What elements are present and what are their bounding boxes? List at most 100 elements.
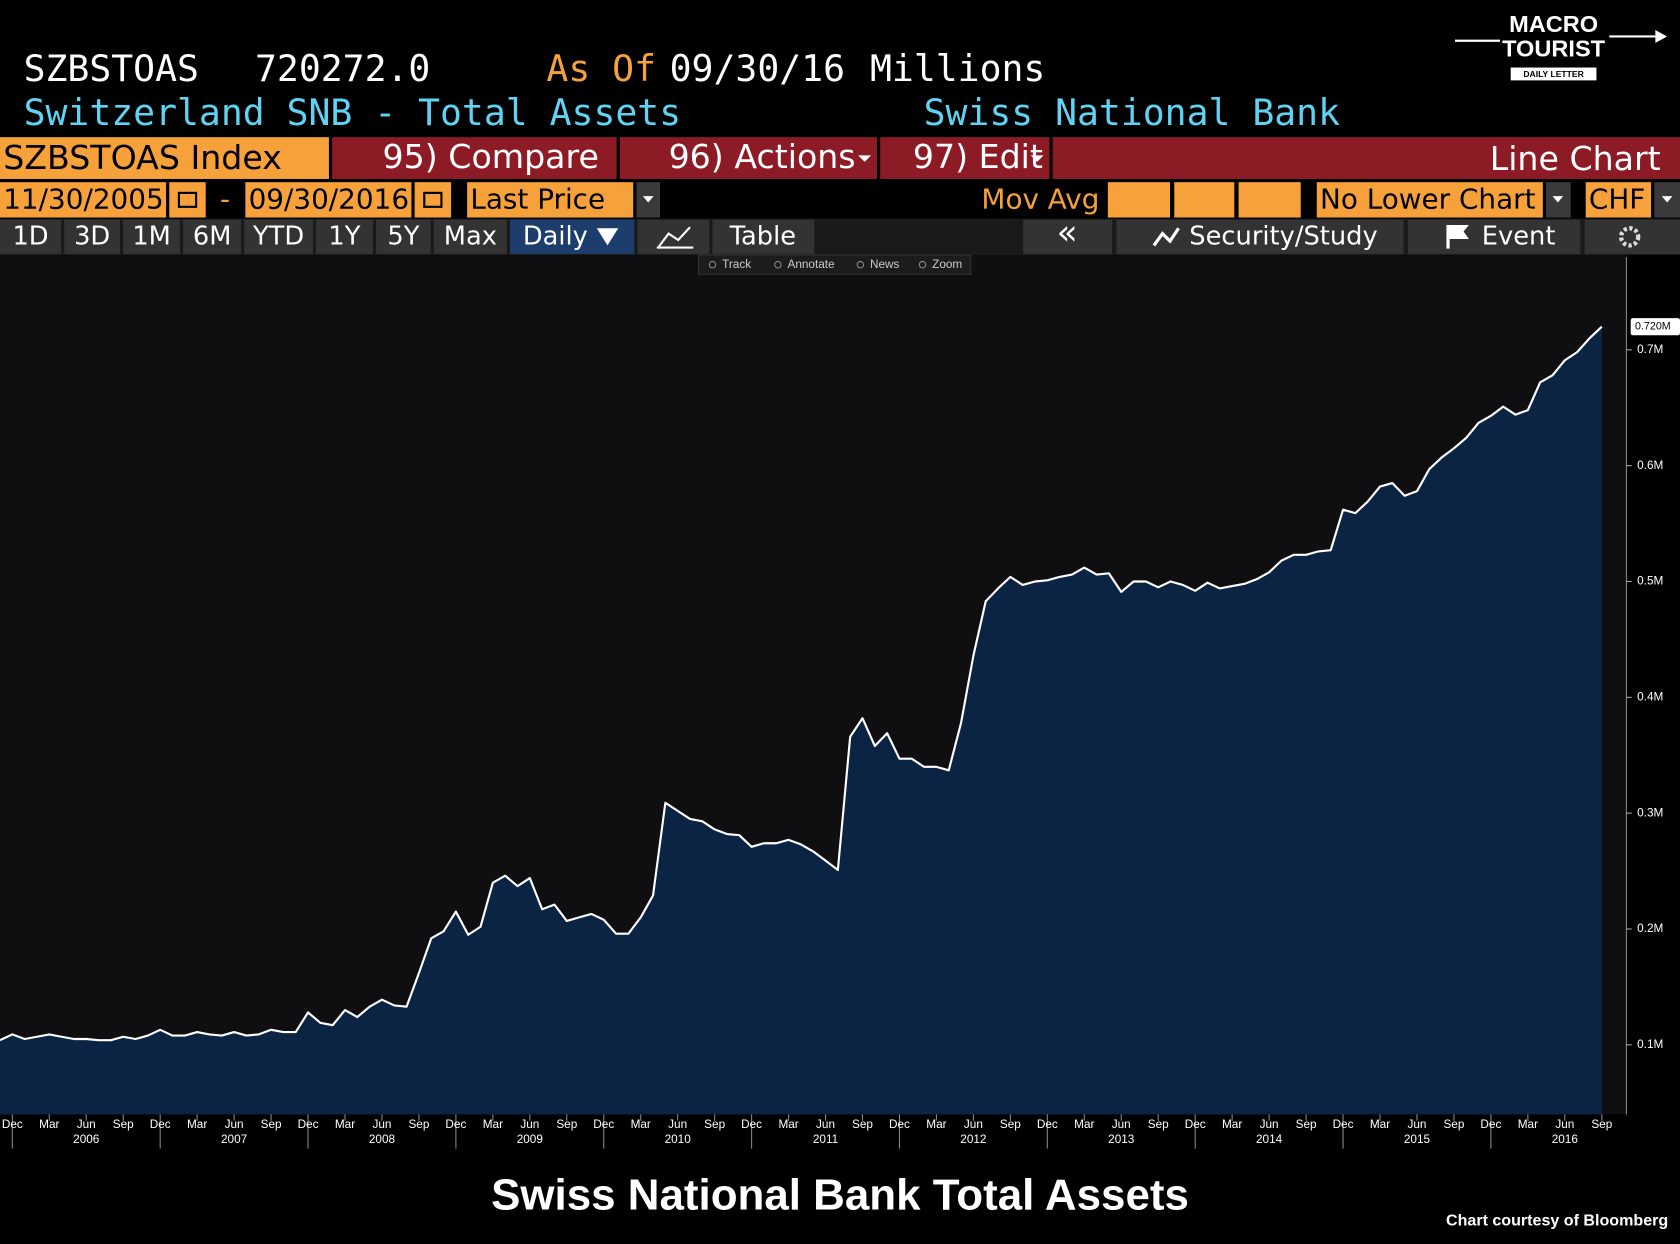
calendar-button[interactable] (414, 182, 452, 218)
x-tick-label: Dec (445, 1118, 466, 1131)
flag-icon (1446, 225, 1469, 249)
x-tick-label: Dec (1480, 1118, 1501, 1131)
period-label[interactable]: Max (444, 221, 497, 251)
x-year-label: 2016 (1552, 1133, 1579, 1146)
x-tick-label: Dec (1185, 1118, 1206, 1131)
period-button[interactable] (183, 219, 242, 254)
period-button[interactable] (316, 219, 373, 254)
security-name: Switzerland SNB - Total Assets (24, 91, 682, 134)
event-label[interactable]: Event (1482, 221, 1556, 251)
edit-button[interactable]: 97) Edit (913, 137, 1043, 176)
table-button[interactable] (712, 219, 815, 254)
chart-tool[interactable]: News (870, 258, 900, 271)
end-date[interactable]: 09/30/2016 (249, 182, 409, 215)
period-label[interactable]: 1D (12, 221, 48, 251)
last-value: 720272.0 (255, 47, 430, 90)
period-label[interactable]: 3D (74, 221, 110, 251)
x-tick-label: Jun (668, 1118, 687, 1131)
x-year-label: 2014 (1256, 1133, 1283, 1146)
chart-tool[interactable]: Zoom (932, 258, 962, 271)
collapse-label[interactable]: « (1057, 213, 1078, 253)
chart-icon (658, 226, 691, 248)
mov-avg-box[interactable] (1174, 182, 1235, 218)
x-tick-label: Jun (225, 1118, 244, 1131)
compare-button[interactable]: 95) Compare (383, 137, 599, 176)
x-tick-label: Mar (335, 1118, 355, 1131)
x-year-label: 2007 (221, 1133, 247, 1146)
credit: Chart courtesy of Bloomberg (1446, 1212, 1668, 1230)
dropdown-arrow (858, 155, 872, 162)
x-year-label: 2013 (1108, 1133, 1135, 1146)
security-box[interactable] (0, 137, 329, 179)
period-label[interactable]: YTD (252, 221, 304, 251)
frequency[interactable]: Daily (523, 221, 588, 251)
x-tick-label: Dec (741, 1118, 762, 1131)
collapse-button[interactable] (1023, 219, 1113, 254)
x-year-label: 2006 (73, 1133, 100, 1146)
period-label[interactable]: 6M (193, 221, 232, 251)
x-tick-label: Sep (261, 1118, 282, 1131)
frequency-button[interactable] (510, 219, 635, 254)
period-button[interactable] (376, 219, 431, 254)
x-tick-label: Dec (889, 1118, 910, 1131)
tool-icon (856, 260, 865, 269)
x-tick-label: Mar (926, 1118, 946, 1131)
x-year-label: 2008 (369, 1133, 396, 1146)
x-year-label: 2015 (1404, 1133, 1431, 1146)
x-tick-label: Jun (1112, 1118, 1131, 1131)
logo-text: MACRO (1509, 11, 1598, 37)
dropdown-arrow (596, 228, 619, 246)
end-date-box[interactable] (245, 182, 412, 218)
period-button[interactable] (433, 219, 507, 254)
chart-tool[interactable]: Annotate (788, 258, 836, 271)
x-tick-label: Sep (1296, 1118, 1317, 1131)
security-field[interactable]: SZBSTOAS Index (3, 138, 282, 177)
calendar-icon (177, 191, 198, 208)
chart-type: Line Chart (1490, 139, 1661, 178)
period-label[interactable]: 1Y (328, 221, 360, 251)
x-tick-label: Sep (852, 1118, 873, 1131)
mov-avg-box[interactable] (1107, 182, 1170, 218)
function-bar (332, 137, 1680, 179)
x-tick-label: Dec (1037, 1118, 1058, 1131)
mov-avg-box[interactable] (1238, 182, 1301, 218)
start-date-box[interactable] (0, 182, 167, 218)
start-date[interactable]: 11/30/2005 (3, 182, 163, 215)
x-year-label: 2009 (517, 1133, 543, 1146)
dropdown-arrow (642, 196, 654, 203)
security-study-label[interactable]: Security/Study (1189, 221, 1377, 251)
currency[interactable]: CHF (1589, 182, 1645, 215)
chart-tools (698, 254, 972, 275)
chart-tool[interactable]: Track (722, 258, 751, 271)
event-button[interactable] (1407, 219, 1581, 254)
price-field[interactable]: Last Price (470, 182, 605, 215)
line (0, 325, 1603, 1042)
gear-icon (1618, 226, 1641, 248)
currency-box[interactable] (1585, 182, 1652, 218)
period-button[interactable] (123, 219, 180, 254)
period-button[interactable] (64, 219, 120, 254)
lower-chart-box[interactable] (1316, 182, 1543, 218)
x-tick-label: Mar (483, 1118, 503, 1131)
x-tick-label: Jun (77, 1118, 96, 1131)
x-tick-label: Mar (39, 1118, 59, 1131)
dropdown-arrow (1661, 196, 1673, 203)
x-tick-label: Jun (816, 1118, 835, 1131)
calendar-button[interactable] (169, 182, 206, 218)
table-label[interactable]: Table (729, 221, 796, 251)
x-tick-label: Dec (150, 1118, 171, 1131)
x-tick-label: Sep (1148, 1118, 1169, 1131)
lower-chart[interactable]: No Lower Chart (1320, 182, 1536, 215)
tool-icon (918, 260, 927, 269)
x-tick-label: Dec (2, 1118, 23, 1131)
chart-title: Swiss National Bank Total Assets (491, 1171, 1189, 1220)
period-button[interactable] (244, 219, 313, 254)
period-button[interactable] (0, 219, 62, 254)
actions-button[interactable]: 96) Actions (669, 137, 856, 176)
tool-icon (774, 260, 782, 269)
period-label[interactable]: 1M (132, 221, 171, 251)
field-box[interactable] (467, 182, 634, 218)
y-tick-label: 0.7M (1637, 343, 1663, 356)
settings-button[interactable] (1584, 219, 1680, 254)
period-label[interactable]: 5Y (387, 221, 419, 251)
